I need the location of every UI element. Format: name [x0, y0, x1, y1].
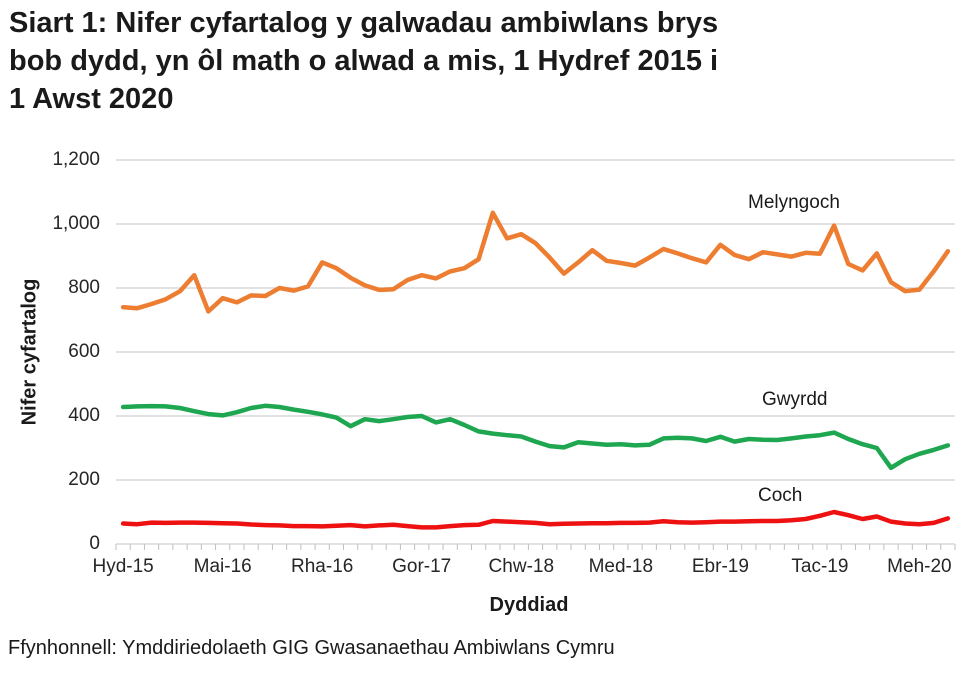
y-tick-label: 400 [68, 405, 100, 426]
series-label-gwyrdd: Gwyrdd [762, 389, 828, 410]
series-label-melyngoch: Melyngoch [748, 192, 840, 213]
x-tick-label: Chw-18 [488, 556, 555, 577]
series-label-coch: Coch [758, 485, 803, 506]
y-tick-label: 200 [68, 469, 100, 490]
y-tick-label: 600 [68, 341, 100, 362]
chart-title-line-3: 1 Awst 2020 [9, 83, 174, 115]
y-tick-label: 0 [89, 533, 100, 554]
x-tick-label: Tac-19 [791, 556, 849, 577]
y-tick-label: 800 [68, 277, 100, 298]
x-tick-label: Mai-16 [193, 556, 252, 577]
x-axis-title: Dyddiad [489, 594, 569, 616]
y-tick-label: 1,200 [52, 149, 100, 170]
x-tick-label: Gor-17 [392, 556, 452, 577]
x-tick-label: Rha-16 [291, 556, 354, 577]
series-line-gwyrdd [120, 403, 951, 471]
x-tick-label: Ebr-19 [691, 556, 749, 577]
x-tick-label: Meh-20 [887, 556, 952, 577]
x-tick-label: Med-18 [588, 556, 654, 577]
series-line-melyngoch [120, 210, 951, 314]
source-note: Ffynhonnell: Ymddiriedolaeth GIG Gwasana… [8, 637, 615, 659]
x-tick-label: Hyd-15 [92, 556, 154, 577]
chart-title-line-2: bob dydd, yn ôl math o alwad a mis, 1 Hy… [9, 45, 719, 77]
y-axis-title: Nifer cyfartalog [18, 278, 41, 426]
chart-title-line-1: Siart 1: Nifer cyfartalog y galwadau amb… [9, 7, 719, 39]
chart-title: Siart 1: Nifer cyfartalog y galwadau amb… [9, 4, 718, 118]
series-line-coch [120, 509, 951, 530]
y-tick-label: 1,000 [52, 213, 100, 234]
